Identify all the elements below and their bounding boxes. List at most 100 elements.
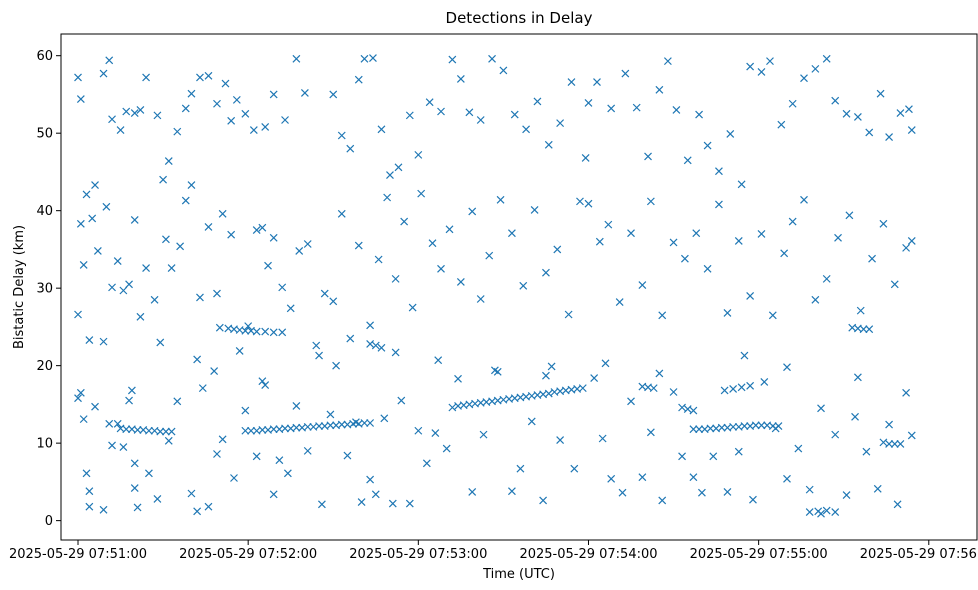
data-point [907,126,916,135]
data-point [346,334,355,343]
data-point [264,261,272,270]
data-point [173,397,182,406]
data-point [865,128,874,137]
data-point [261,123,270,131]
data-point [261,327,270,336]
data-point [244,322,253,331]
data-point [99,69,108,78]
data-point [442,444,451,453]
data-point [295,247,304,255]
data-point [584,199,593,208]
data-point [371,341,380,350]
data-point [757,421,766,430]
data-point [374,255,383,264]
data-point [326,410,335,419]
data-point [326,421,335,430]
data-point [729,422,738,431]
data-point [817,404,825,413]
data-point [252,452,261,461]
data-point [564,310,573,319]
data-point [176,242,185,251]
data-point [281,424,289,433]
data-point [193,507,202,516]
data-point [391,274,400,283]
data-point [74,394,82,403]
data-point [896,109,905,117]
data-point [644,152,652,161]
data-point [788,99,797,108]
data-point [198,384,207,393]
data-point [119,443,128,451]
data-point [91,181,99,190]
data-point [269,90,278,99]
data-point [890,439,899,448]
data-point [142,73,151,82]
data-point [269,328,278,337]
data-point [737,180,746,189]
data-point [133,426,142,434]
y-tick-label: 40 [36,204,53,219]
data-point [706,424,715,433]
data-point [695,425,704,434]
data-point [851,412,859,421]
data-point [130,216,139,224]
plot-frame [60,33,978,541]
data-point [570,464,579,473]
data-point [485,251,494,260]
data-point [369,54,377,62]
data-point [734,236,743,245]
data-point [400,217,409,226]
y-tick-label: 60 [36,49,53,64]
data-point [292,423,301,432]
data-point [468,488,477,496]
x-tick-label: 2025-05-29 07:56:00 [860,547,978,562]
data-point [567,78,576,86]
data-point [167,264,176,272]
data-point [607,474,616,483]
data-point [232,95,241,104]
data-point [768,311,777,320]
data-point [856,306,865,315]
data-point [300,88,309,97]
data-point [213,450,221,458]
x-tick-label: 2025-05-29 07:55:00 [690,547,828,562]
data-point [82,469,91,478]
data-point [615,298,624,307]
data-point [196,293,204,302]
data-point [269,490,278,499]
data-point [315,351,323,360]
data-point [496,195,505,204]
data-point [581,154,590,162]
data-point [292,402,301,410]
data-point [405,499,414,508]
data-point [853,112,862,121]
data-point [746,381,755,390]
data-point [352,418,360,427]
data-point [74,310,82,319]
data-point [723,488,732,496]
data-point [431,429,440,437]
data-point [249,126,258,135]
data-point [383,193,392,202]
data-point [507,487,516,496]
data-point [595,237,604,246]
data-point [697,488,706,497]
data-point [788,217,797,226]
data-point [907,431,916,440]
data-point [811,295,820,304]
data-point [683,156,692,165]
data-point [507,229,516,238]
data-point [542,268,550,277]
data-point [584,99,593,107]
x-tick-label: 2025-05-29 07:53:00 [349,547,487,562]
data-point [278,328,287,337]
data-point [601,359,610,368]
data-point [879,219,888,228]
data-point [885,420,894,429]
data-point [105,419,114,428]
data-point [366,340,375,348]
data-point [746,62,755,71]
data-markers [74,54,916,518]
data-point [210,367,219,375]
data-point [332,361,341,370]
